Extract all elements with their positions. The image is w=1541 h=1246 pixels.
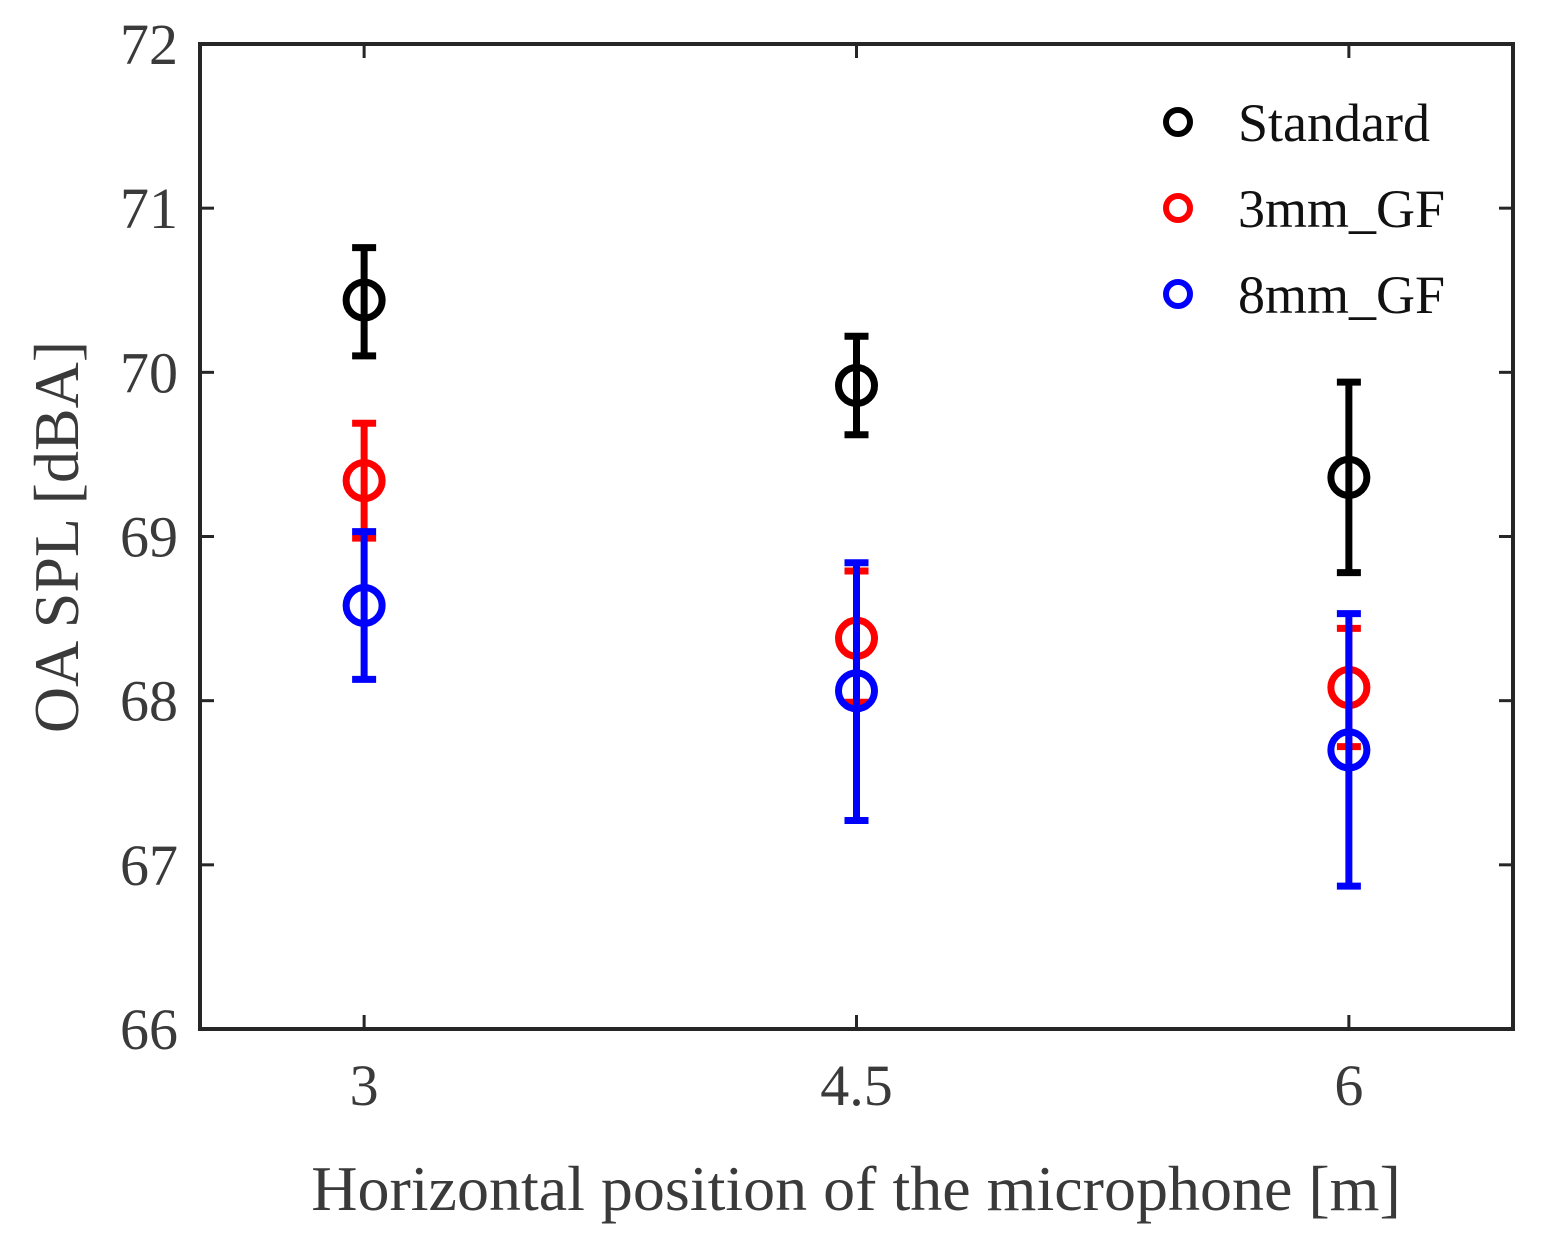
x-tick-label: 4.5: [820, 1053, 893, 1118]
series-standard: [342, 244, 1371, 577]
legend-item-3mm-gf: 3mm_GF: [1163, 179, 1445, 239]
y-tick-label: 72: [120, 12, 178, 77]
y-tick-label: 68: [120, 669, 178, 734]
legend-item-8mm-gf: 8mm_GF: [1163, 265, 1445, 325]
y-tick-label: 70: [120, 340, 178, 405]
y-tick-label: 66: [120, 997, 178, 1062]
x-axis-label: Horizontal position of the microphone [m…: [311, 1153, 1401, 1224]
legend: Standard 3mm_GF 8mm_GF: [1163, 93, 1445, 325]
data-point: [835, 363, 878, 407]
plot-background: [200, 44, 1513, 1029]
legend-marker: [1163, 193, 1193, 223]
data-point: [1327, 455, 1371, 499]
data-point: [342, 278, 386, 322]
data-point: [1327, 728, 1371, 772]
legend-label: Standard: [1238, 93, 1430, 153]
data-point: [342, 459, 386, 503]
y-tick-label: 71: [120, 176, 178, 241]
data-series: [342, 244, 1371, 890]
legend-marker: [1163, 279, 1193, 309]
axis-ticks: 66 67 68 69 70 71 72 3 4.5 6: [120, 12, 1513, 1118]
y-tick-label: 69: [120, 505, 178, 570]
data-point: [835, 669, 878, 713]
legend-item-standard: Standard: [1163, 93, 1430, 153]
y-tick-label: 67: [120, 833, 178, 898]
series-8mm-gf: [342, 528, 1371, 890]
legend-label: 8mm_GF: [1238, 265, 1445, 325]
y-axis-label: OA SPL [dBA]: [21, 341, 92, 733]
plot-frame: [198, 42, 1515, 1031]
legend-label: 3mm_GF: [1238, 179, 1445, 239]
x-tick-label: 3: [350, 1053, 379, 1118]
x-tick-label: 6: [1334, 1053, 1363, 1118]
legend-marker: [1163, 107, 1193, 137]
data-point: [342, 583, 386, 627]
